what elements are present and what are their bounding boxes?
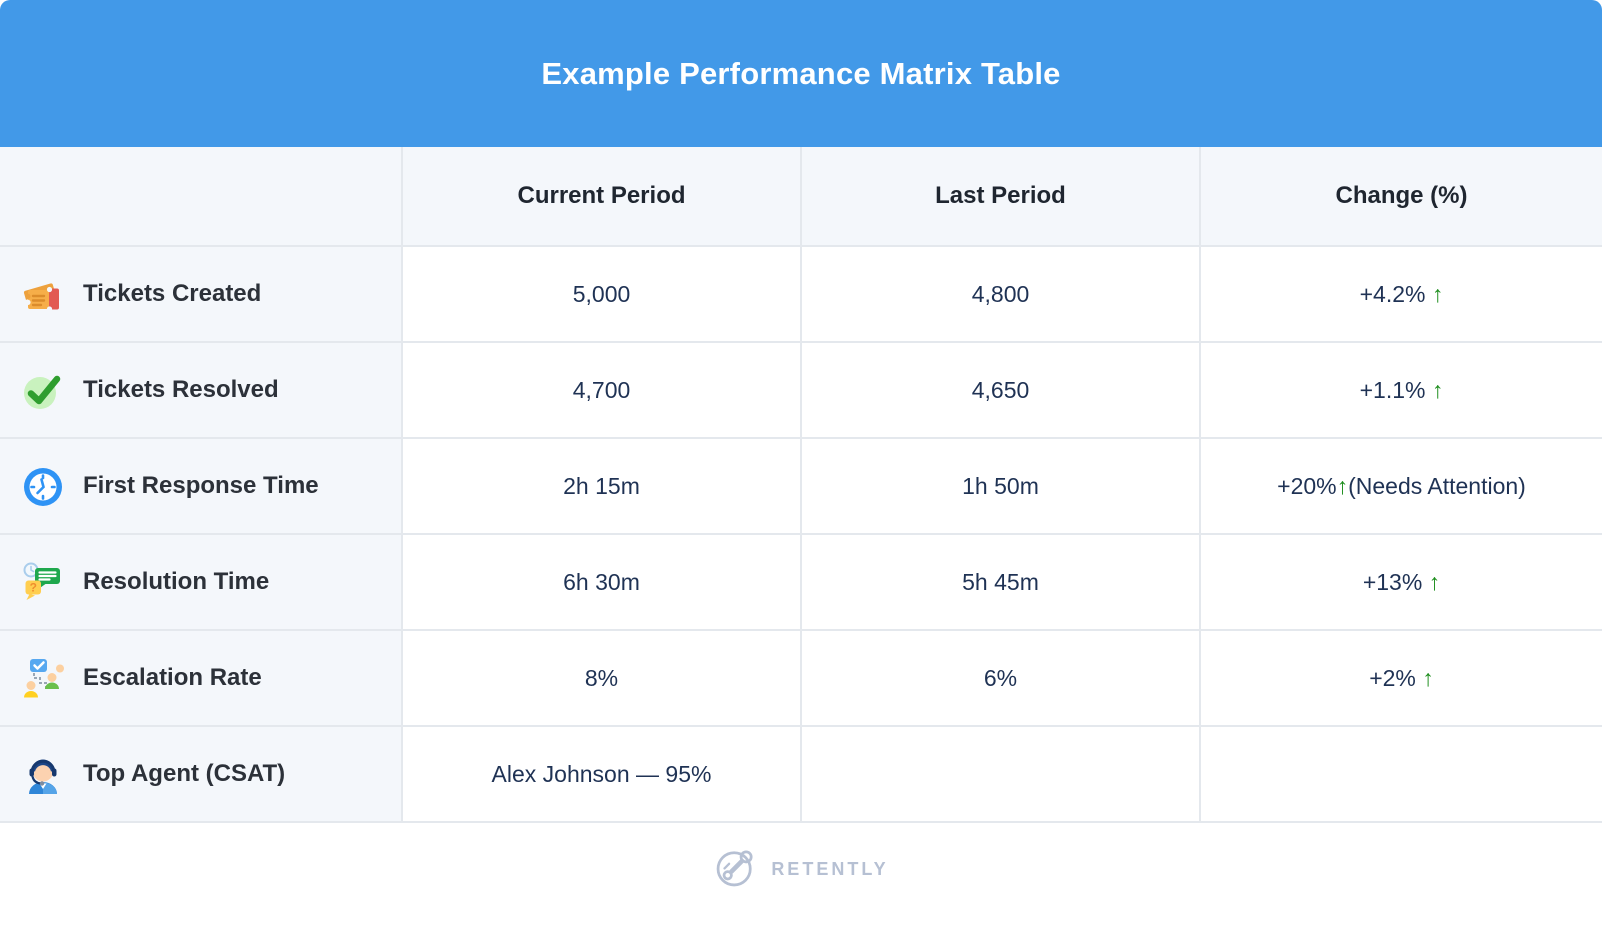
change-value: +4.2% [1359, 280, 1432, 307]
table-row: ? Resolution Time 6h 30m 5h 45m +13% ↑ [0, 535, 1602, 631]
row-label-cell: Top Agent (CSAT) [0, 727, 401, 823]
clock-icon [21, 464, 65, 508]
change-cell [1199, 727, 1602, 823]
change-cell: +1.1% ↑ [1199, 343, 1602, 439]
change-value: +2% [1369, 664, 1423, 691]
change-cell: +13% ↑ [1199, 535, 1602, 631]
row-label-cell: Escalation Rate [0, 631, 401, 727]
row-label: Top Agent (CSAT) [83, 760, 286, 787]
table-row: Tickets Created 5,000 4,800 +4.2% ↑ [0, 247, 1602, 343]
last-period-cell: 6% [800, 631, 1199, 727]
table-row: Tickets Resolved 4,700 4,650 +1.1% ↑ [0, 343, 1602, 439]
header-cell-empty [0, 147, 401, 247]
chat-time-icon: ? [21, 560, 65, 604]
current-period-cell: 5,000 [401, 247, 800, 343]
row-label: First Response Time [83, 472, 319, 499]
brand-logo: RETENTLY [713, 844, 888, 895]
change-value: +20% [1277, 472, 1337, 499]
trend-up-arrow-icon: ↑ [1428, 568, 1441, 595]
change-cell: +2% ↑ [1199, 631, 1602, 727]
current-period-cell: Alex Johnson — 95% [401, 727, 800, 823]
row-label-cell: Tickets Resolved [0, 343, 401, 439]
table-row: Top Agent (CSAT) Alex Johnson — 95% [0, 727, 1602, 823]
column-header-current-period: Current Period [401, 147, 800, 247]
last-period-cell: 1h 50m [800, 439, 1199, 535]
row-label: Tickets Created [83, 280, 262, 307]
support-agent-icon [21, 752, 65, 796]
escalation-icon [21, 656, 65, 700]
row-label: Escalation Rate [83, 664, 262, 691]
check-icon [21, 368, 65, 412]
current-period-cell: 4,700 [401, 343, 800, 439]
row-label: Tickets Resolved [83, 376, 279, 403]
last-period-cell: 4,800 [800, 247, 1199, 343]
table-header-row: Current Period Last Period Change (%) [0, 147, 1602, 247]
tickets-icon [21, 272, 65, 316]
trend-up-arrow-icon: ↑ [1431, 280, 1444, 307]
column-header-last-period: Last Period [800, 147, 1199, 247]
column-header-change: Change (%) [1199, 147, 1602, 247]
change-cell: +4.2% ↑ [1199, 247, 1602, 343]
last-period-cell: 4,650 [800, 343, 1199, 439]
current-period-cell: 2h 15m [401, 439, 800, 535]
row-label-cell: Tickets Created [0, 247, 401, 343]
change-value: +1.1% [1359, 376, 1432, 403]
trend-up-arrow-icon: ↑ [1422, 664, 1434, 691]
brand-name: RETENTLY [771, 859, 889, 879]
change-cell: +20% ↑ (Needs Attention) [1199, 439, 1602, 535]
row-label: Resolution Time [83, 568, 270, 595]
last-period-cell: 5h 45m [800, 535, 1199, 631]
footer: RETENTLY [0, 823, 1602, 942]
row-label-cell: ? Resolution Time [0, 535, 401, 631]
retently-logo-icon [713, 844, 759, 895]
trend-up-arrow-icon: ↑ [1431, 376, 1444, 403]
change-note: (Needs Attention) [1348, 472, 1526, 499]
current-period-cell: 8% [401, 631, 800, 727]
trend-up-arrow-icon: ↑ [1336, 472, 1349, 499]
current-period-cell: 6h 30m [401, 535, 800, 631]
table-row: First Response Time 2h 15m 1h 50m +20% ↑(… [0, 439, 1602, 535]
last-period-cell [800, 727, 1199, 823]
svg-text:?: ? [30, 581, 37, 595]
title-band: Example Performance Matrix Table [0, 0, 1602, 147]
row-label-cell: First Response Time [0, 439, 401, 535]
page-title: Example Performance Matrix Table [541, 55, 1061, 91]
table-row: Escalation Rate 8% 6% +2% ↑ [0, 631, 1602, 727]
change-value: +13% [1362, 568, 1429, 595]
